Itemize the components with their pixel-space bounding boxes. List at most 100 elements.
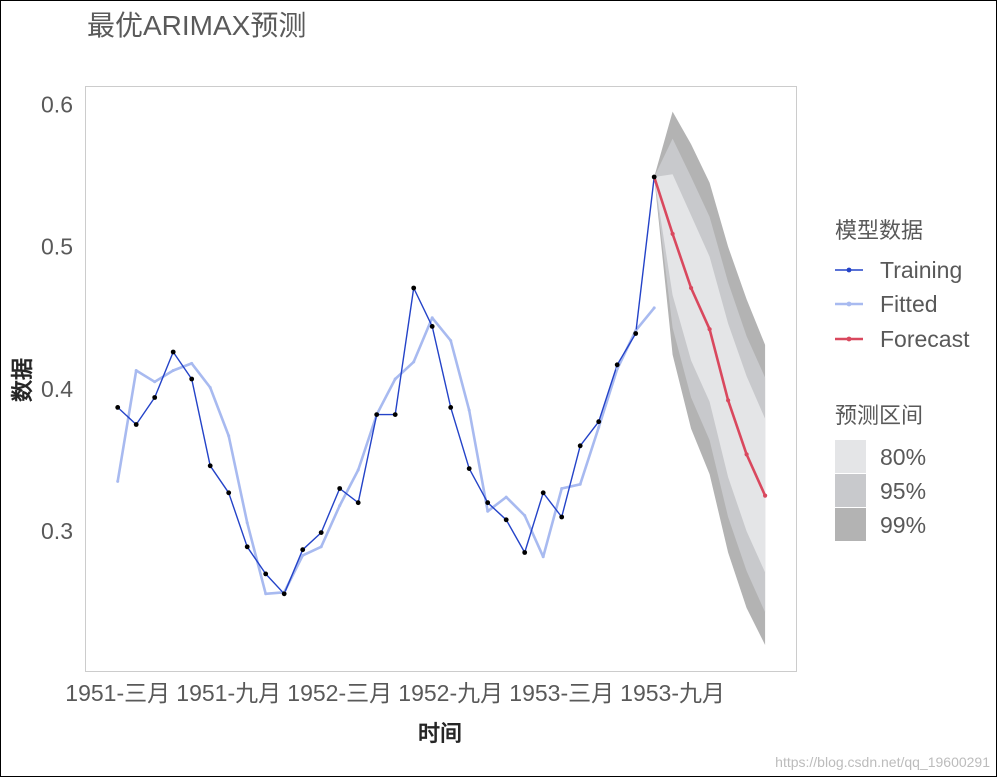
training-point bbox=[614, 362, 620, 368]
training-point bbox=[596, 419, 602, 425]
legend-key-band-99 bbox=[835, 508, 866, 541]
fitted-point bbox=[338, 504, 342, 508]
legend-intervals: 预测区间 80% 95% 99% bbox=[835, 403, 926, 541]
training-point bbox=[559, 514, 565, 520]
forecast-point bbox=[726, 398, 731, 403]
fitted-point bbox=[467, 408, 471, 412]
training-point bbox=[189, 376, 195, 382]
fitted-point bbox=[319, 545, 323, 549]
training-point bbox=[263, 571, 269, 577]
legend-label-band-99: 99% bbox=[880, 512, 926, 538]
legend-series: 模型数据 Training Fitted Forecast bbox=[835, 218, 970, 352]
fitted-point bbox=[541, 555, 545, 559]
x-axis-title: 时间 bbox=[418, 721, 462, 746]
x-axis-tick-labels: 1951-三月 1951-九月 1952-三月 1952-九月 1953-三月 1953-… bbox=[65, 680, 725, 706]
fitted-point bbox=[430, 316, 434, 320]
fitted-point bbox=[412, 360, 416, 364]
training-point bbox=[170, 349, 176, 355]
legend-label-band-95: 95% bbox=[880, 478, 926, 504]
y-tick-label: 0.5 bbox=[41, 234, 73, 260]
fitted-point bbox=[597, 425, 601, 429]
training-point bbox=[392, 412, 398, 417]
training-point bbox=[448, 405, 454, 410]
fitted-point bbox=[264, 592, 268, 596]
legend-key-band-80 bbox=[835, 440, 866, 473]
training-point bbox=[651, 174, 657, 180]
chart-title: 最优ARIMAX预测 bbox=[87, 10, 306, 41]
training-point bbox=[133, 422, 139, 427]
training-point bbox=[577, 443, 583, 449]
fitted-point bbox=[652, 306, 656, 310]
fitted-point bbox=[301, 553, 305, 557]
legend-interval-title: 预测区间 bbox=[835, 403, 923, 428]
y-tick-label: 0.6 bbox=[41, 92, 73, 118]
legend-label-fitted: Fitted bbox=[880, 291, 938, 317]
training-point bbox=[226, 490, 232, 496]
legend-key-band-95 bbox=[835, 474, 866, 507]
fitted-point bbox=[153, 380, 157, 384]
forecast-point bbox=[689, 285, 694, 291]
y-axis-title: 数据 bbox=[10, 358, 35, 402]
fitted-point bbox=[523, 514, 527, 517]
fitted-point bbox=[615, 367, 619, 371]
legend-label-band-80: 80% bbox=[880, 444, 926, 470]
x-tick-label: 1952-三月 bbox=[287, 680, 392, 706]
fitted-point bbox=[560, 487, 564, 490]
training-point bbox=[374, 412, 380, 417]
series-points bbox=[115, 174, 768, 597]
training-point bbox=[152, 395, 158, 400]
x-tick-label: 1953-九月 bbox=[620, 680, 725, 706]
legend-item-forecast: Forecast bbox=[835, 326, 970, 352]
x-tick-label: 1951-九月 bbox=[176, 680, 281, 706]
fitted-point bbox=[393, 377, 397, 381]
x-tick-label: 1952-九月 bbox=[398, 680, 503, 706]
fitted-point bbox=[134, 369, 138, 372]
training-point bbox=[281, 591, 287, 597]
legend-label-training: Training bbox=[880, 257, 962, 283]
prediction-interval-bands bbox=[654, 111, 766, 646]
training-point bbox=[115, 405, 121, 410]
watermark-text: https://blog.csdn.net/qq_19600291 bbox=[775, 754, 990, 770]
training-line bbox=[117, 176, 655, 595]
legend-key-forecast-point bbox=[846, 336, 852, 342]
legend-label-forecast: Forecast bbox=[880, 326, 970, 352]
training-point bbox=[540, 490, 546, 496]
training-point bbox=[318, 530, 324, 535]
training-point bbox=[207, 463, 213, 469]
legend-key-training-point bbox=[846, 267, 852, 273]
forecast-point bbox=[707, 327, 712, 332]
training-point bbox=[355, 500, 361, 506]
y-tick-label: 0.3 bbox=[41, 518, 73, 544]
fitted-point bbox=[504, 495, 508, 499]
training-point bbox=[429, 324, 435, 329]
training-point bbox=[633, 331, 639, 336]
forecast-point bbox=[670, 231, 675, 236]
fitted-point bbox=[486, 509, 490, 513]
y-tick-label: 0.4 bbox=[41, 376, 73, 402]
training-point bbox=[411, 285, 417, 291]
fitted-line bbox=[116, 307, 656, 596]
x-tick-label: 1953-三月 bbox=[509, 680, 614, 706]
fitted-point bbox=[171, 369, 175, 372]
fitted-point bbox=[227, 434, 231, 438]
fitted-point bbox=[578, 482, 582, 486]
training-point bbox=[522, 550, 528, 555]
forecast-point bbox=[763, 493, 768, 498]
legend-series-title: 模型数据 bbox=[835, 218, 923, 243]
fitted-point bbox=[356, 468, 360, 472]
fitted-point bbox=[208, 386, 212, 389]
y-axis-tick-labels: 0.3 0.4 0.5 0.6 bbox=[41, 92, 73, 545]
fitted-point bbox=[245, 521, 249, 525]
x-tick-label: 1951-三月 bbox=[65, 680, 170, 706]
training-point bbox=[300, 547, 306, 553]
fitted-point bbox=[116, 479, 120, 483]
legend-item-fitted: Fitted bbox=[835, 291, 938, 317]
training-point bbox=[244, 544, 250, 550]
training-point bbox=[485, 500, 491, 506]
legend-key-fitted-point bbox=[846, 301, 852, 307]
fitted-point bbox=[190, 361, 194, 365]
forecast-point bbox=[744, 452, 749, 457]
legend-item-training: Training bbox=[835, 257, 962, 283]
prediction-band-80 bbox=[654, 174, 766, 573]
